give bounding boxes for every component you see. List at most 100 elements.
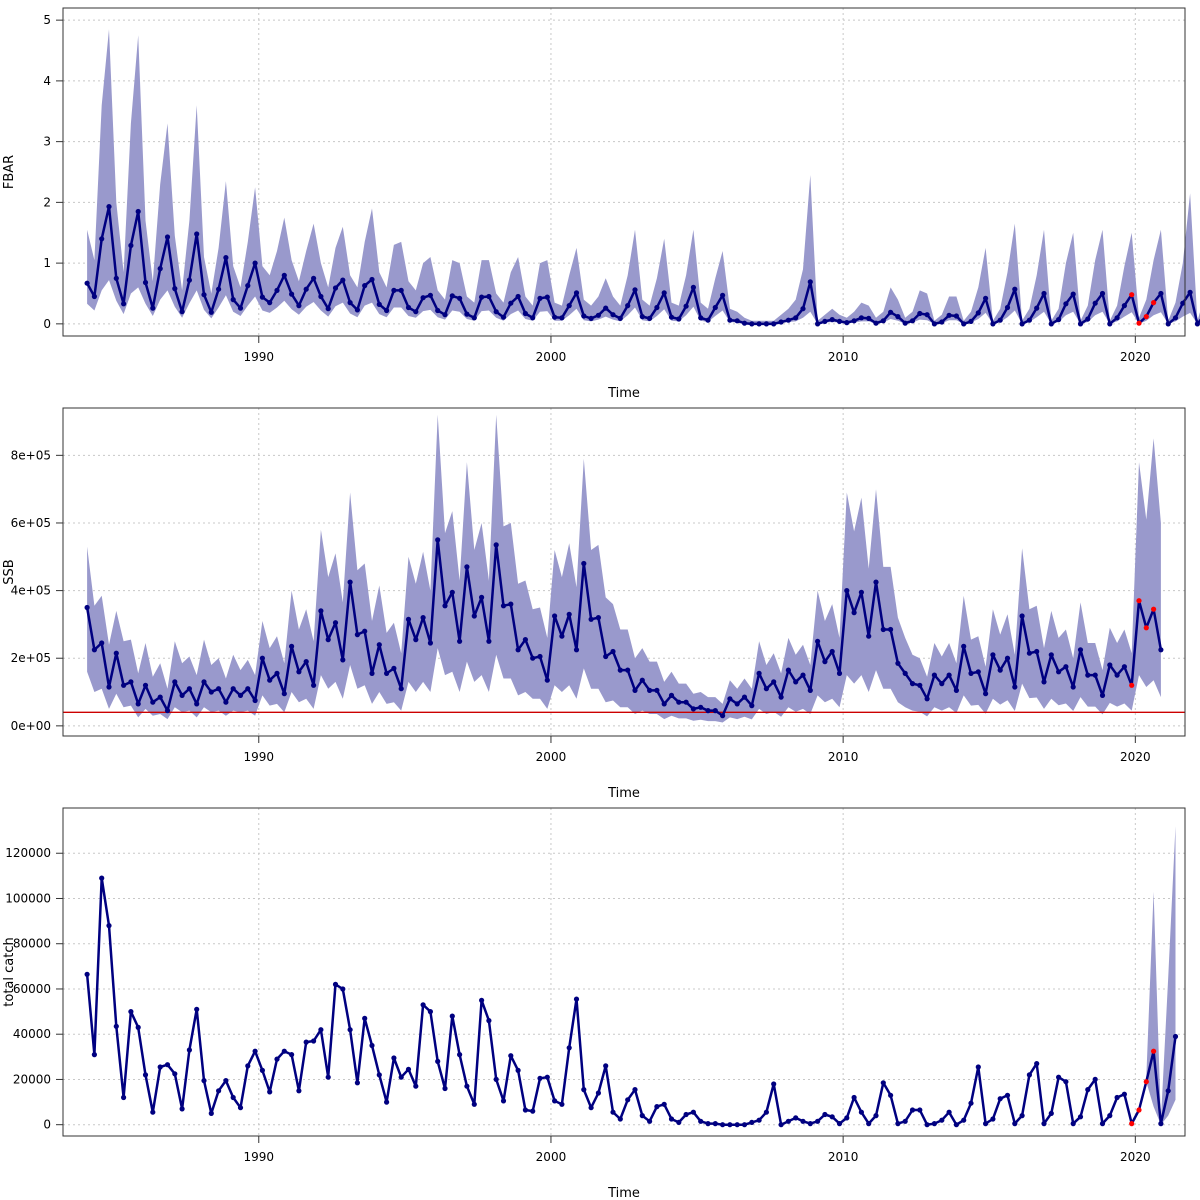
data-point: [990, 652, 996, 658]
data-point: [712, 1121, 718, 1127]
data-point: [274, 287, 280, 293]
data-point: [325, 306, 331, 312]
data-point: [836, 318, 843, 324]
data-point: [983, 691, 989, 697]
data-point: [201, 1078, 207, 1084]
data-point: [888, 1092, 894, 1098]
data-point: [975, 669, 981, 675]
data-point: [844, 588, 850, 594]
data-point: [464, 564, 470, 570]
data-point: [164, 234, 171, 240]
highlight-point: [1151, 300, 1157, 306]
data-point: [252, 697, 258, 704]
y-tick-label: 5: [43, 13, 51, 27]
y-tick-label: 0e+00: [11, 719, 51, 733]
y-tick-label: 0: [43, 317, 51, 331]
data-point: [595, 1090, 602, 1096]
data-point: [588, 1105, 594, 1111]
data-point: [427, 1009, 433, 1015]
highlight-point: [1129, 292, 1135, 298]
data-point: [172, 286, 178, 292]
highlight-point: [1143, 1079, 1149, 1085]
data-point: [1114, 315, 1120, 321]
data-point: [581, 1087, 587, 1093]
data-point: [566, 1045, 572, 1051]
data-point: [785, 317, 792, 323]
data-point: [1004, 304, 1011, 311]
data-point: [895, 314, 901, 320]
data-point: [186, 686, 192, 692]
data-point: [939, 1117, 945, 1123]
data-point: [741, 694, 748, 700]
plot-frame: [62, 807, 1186, 1137]
y-tick-label: 4e+05: [11, 584, 51, 598]
x-axis-title: Time: [607, 786, 640, 801]
data-point: [866, 315, 872, 321]
data-point: [1004, 655, 1011, 661]
data-point: [997, 1096, 1003, 1102]
y-tick-label: 6e+05: [11, 516, 51, 530]
data-point: [793, 679, 799, 685]
data-point: [1099, 1121, 1106, 1127]
data-point: [208, 309, 214, 315]
data-point: [793, 1115, 799, 1121]
data-point: [844, 1115, 850, 1121]
data-point: [208, 689, 214, 695]
data-point: [698, 315, 704, 321]
data-point: [420, 295, 426, 301]
highlight-point: [1143, 314, 1149, 320]
data-point: [741, 320, 748, 326]
data-point: [961, 643, 967, 650]
data-point: [267, 300, 273, 306]
data-point: [632, 1087, 638, 1093]
data-point: [1085, 672, 1091, 678]
highlight-point: [1136, 1107, 1142, 1113]
data-point: [654, 1104, 660, 1110]
data-point: [354, 632, 360, 638]
data-point: [939, 319, 945, 325]
data-point: [1121, 303, 1127, 309]
data-point: [128, 1009, 134, 1015]
data-point: [807, 687, 813, 694]
data-point: [121, 682, 127, 688]
data-point: [179, 692, 185, 699]
data-point: [610, 648, 616, 655]
data-point: [106, 684, 112, 690]
data-point: [690, 284, 697, 290]
data-point: [668, 314, 675, 320]
data-point: [559, 315, 565, 321]
data-point: [128, 242, 134, 249]
data-point: [172, 679, 178, 685]
data-point: [303, 286, 309, 292]
data-point: [734, 701, 740, 707]
data-point: [873, 1113, 879, 1119]
data-point: [617, 667, 623, 673]
data-point: [157, 266, 163, 272]
data-point: [384, 1099, 390, 1105]
data-point: [676, 1119, 682, 1125]
data-point: [311, 275, 317, 281]
data-point: [464, 311, 470, 317]
data-point: [142, 1072, 149, 1078]
x-tick-label: 2000: [536, 1150, 567, 1164]
data-point: [479, 997, 485, 1003]
data-point: [851, 1094, 857, 1101]
data-point: [325, 637, 331, 643]
data-point: [128, 679, 134, 685]
data-point: [815, 638, 821, 644]
data-point: [1114, 672, 1120, 678]
data-point: [274, 670, 280, 677]
data-point: [289, 291, 295, 297]
data-point: [588, 315, 594, 321]
data-point: [1180, 300, 1186, 306]
data-point: [639, 1113, 645, 1119]
data-point: [1077, 321, 1084, 327]
data-point: [639, 314, 645, 320]
data-point: [157, 1064, 163, 1070]
data-point: [420, 1002, 426, 1008]
data-point: [281, 272, 287, 278]
data-point: [1121, 1091, 1127, 1097]
data-point: [778, 319, 784, 325]
data-point: [625, 1097, 631, 1103]
data-point: [544, 1074, 550, 1080]
